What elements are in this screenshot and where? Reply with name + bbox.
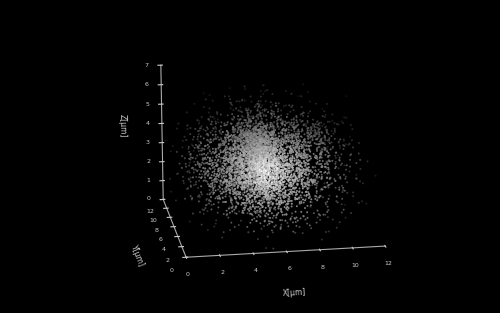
X-axis label: X[μm]: X[μm] (282, 288, 306, 298)
Y-axis label: Y[μm]: Y[μm] (128, 243, 146, 268)
